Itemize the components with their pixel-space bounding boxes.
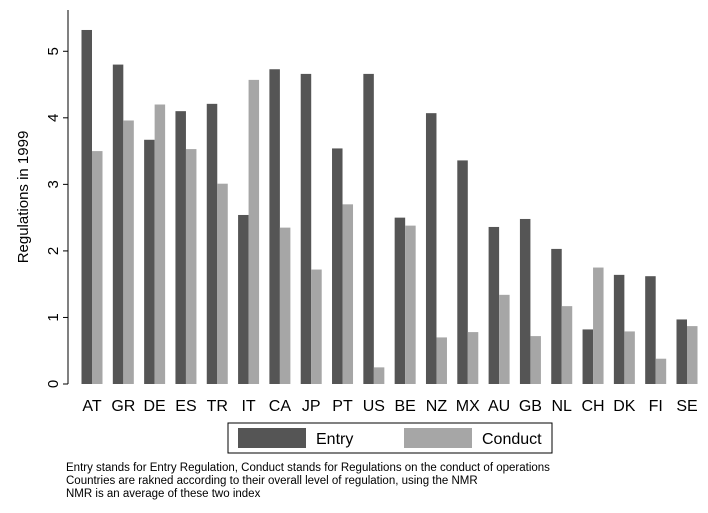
bar: [425, 113, 437, 384]
bar: [112, 64, 124, 384]
bar: [613, 274, 625, 384]
bar: [551, 248, 562, 384]
x-tick-label: AU: [488, 398, 510, 415]
bar: [687, 326, 698, 384]
bar: [238, 214, 249, 384]
bar: [175, 111, 186, 384]
bar: [394, 217, 406, 384]
legend-label: Conduct: [482, 431, 542, 448]
bar: [248, 79, 260, 385]
y-tick-label: 0: [45, 380, 62, 388]
bar: [123, 120, 134, 384]
bar: [144, 139, 155, 384]
legend-swatch: [238, 428, 306, 448]
x-tick-label: CH: [581, 398, 604, 415]
bar: [488, 226, 500, 384]
bar: [645, 276, 656, 384]
bar: [655, 358, 667, 384]
bar: [624, 331, 635, 384]
bar: [154, 104, 166, 384]
x-tick-label: JP: [302, 398, 321, 415]
y-tick-label: 5: [45, 47, 62, 55]
x-tick-label: US: [363, 398, 385, 415]
note: Countries are rakned according to their …: [66, 475, 478, 487]
bar: [217, 183, 228, 384]
x-tick-label: PT: [332, 398, 353, 415]
note: Entry stands for Entry Regulation, Condu…: [66, 462, 550, 474]
bar: [593, 267, 604, 384]
x-tick-label: NZ: [426, 398, 448, 415]
x-tick-label: GB: [519, 398, 542, 415]
note: NMR is an average of these two index: [66, 488, 261, 500]
y-tick-label: 1: [45, 313, 62, 321]
bar: [530, 336, 541, 384]
y-axis-label: Regulations in 1999: [15, 131, 32, 264]
bar: [300, 73, 312, 384]
bar: [81, 29, 92, 385]
y-tick-label: 3: [45, 180, 62, 188]
x-tick-label: BE: [394, 398, 415, 415]
bar: [269, 69, 280, 385]
bar: [499, 294, 510, 384]
x-tick-label: TR: [207, 398, 228, 415]
bar: [436, 337, 447, 384]
x-tick-label: FI: [649, 398, 663, 415]
bar: [676, 319, 687, 384]
bar: [342, 204, 354, 384]
legend-label: Entry: [316, 431, 353, 448]
bar: [405, 225, 416, 384]
x-tick-label: SE: [676, 398, 697, 415]
x-tick-label: CA: [269, 398, 292, 415]
x-tick-label: AT: [82, 398, 101, 415]
bar: [363, 73, 374, 384]
x-tick-label: DE: [144, 398, 166, 415]
x-tick-label: GR: [111, 398, 135, 415]
bar: [185, 149, 197, 384]
bar: [206, 103, 218, 385]
y-tick-label: 2: [45, 247, 62, 255]
bar: [457, 160, 468, 384]
bar: [332, 148, 343, 384]
x-tick-label: ES: [175, 398, 196, 415]
legend-swatch: [404, 428, 472, 448]
bar: [311, 269, 322, 384]
bar: [582, 329, 594, 384]
bar: [519, 218, 531, 384]
x-tick-label: NL: [552, 398, 573, 415]
x-tick-label: DK: [613, 398, 636, 415]
bar: [373, 367, 385, 384]
bar: [467, 332, 479, 384]
x-tick-label: MX: [456, 398, 480, 415]
bar: [92, 151, 103, 384]
bar: [561, 306, 573, 384]
bar: [279, 227, 291, 384]
y-tick-label: 4: [45, 114, 62, 122]
x-tick-label: IT: [241, 398, 255, 415]
